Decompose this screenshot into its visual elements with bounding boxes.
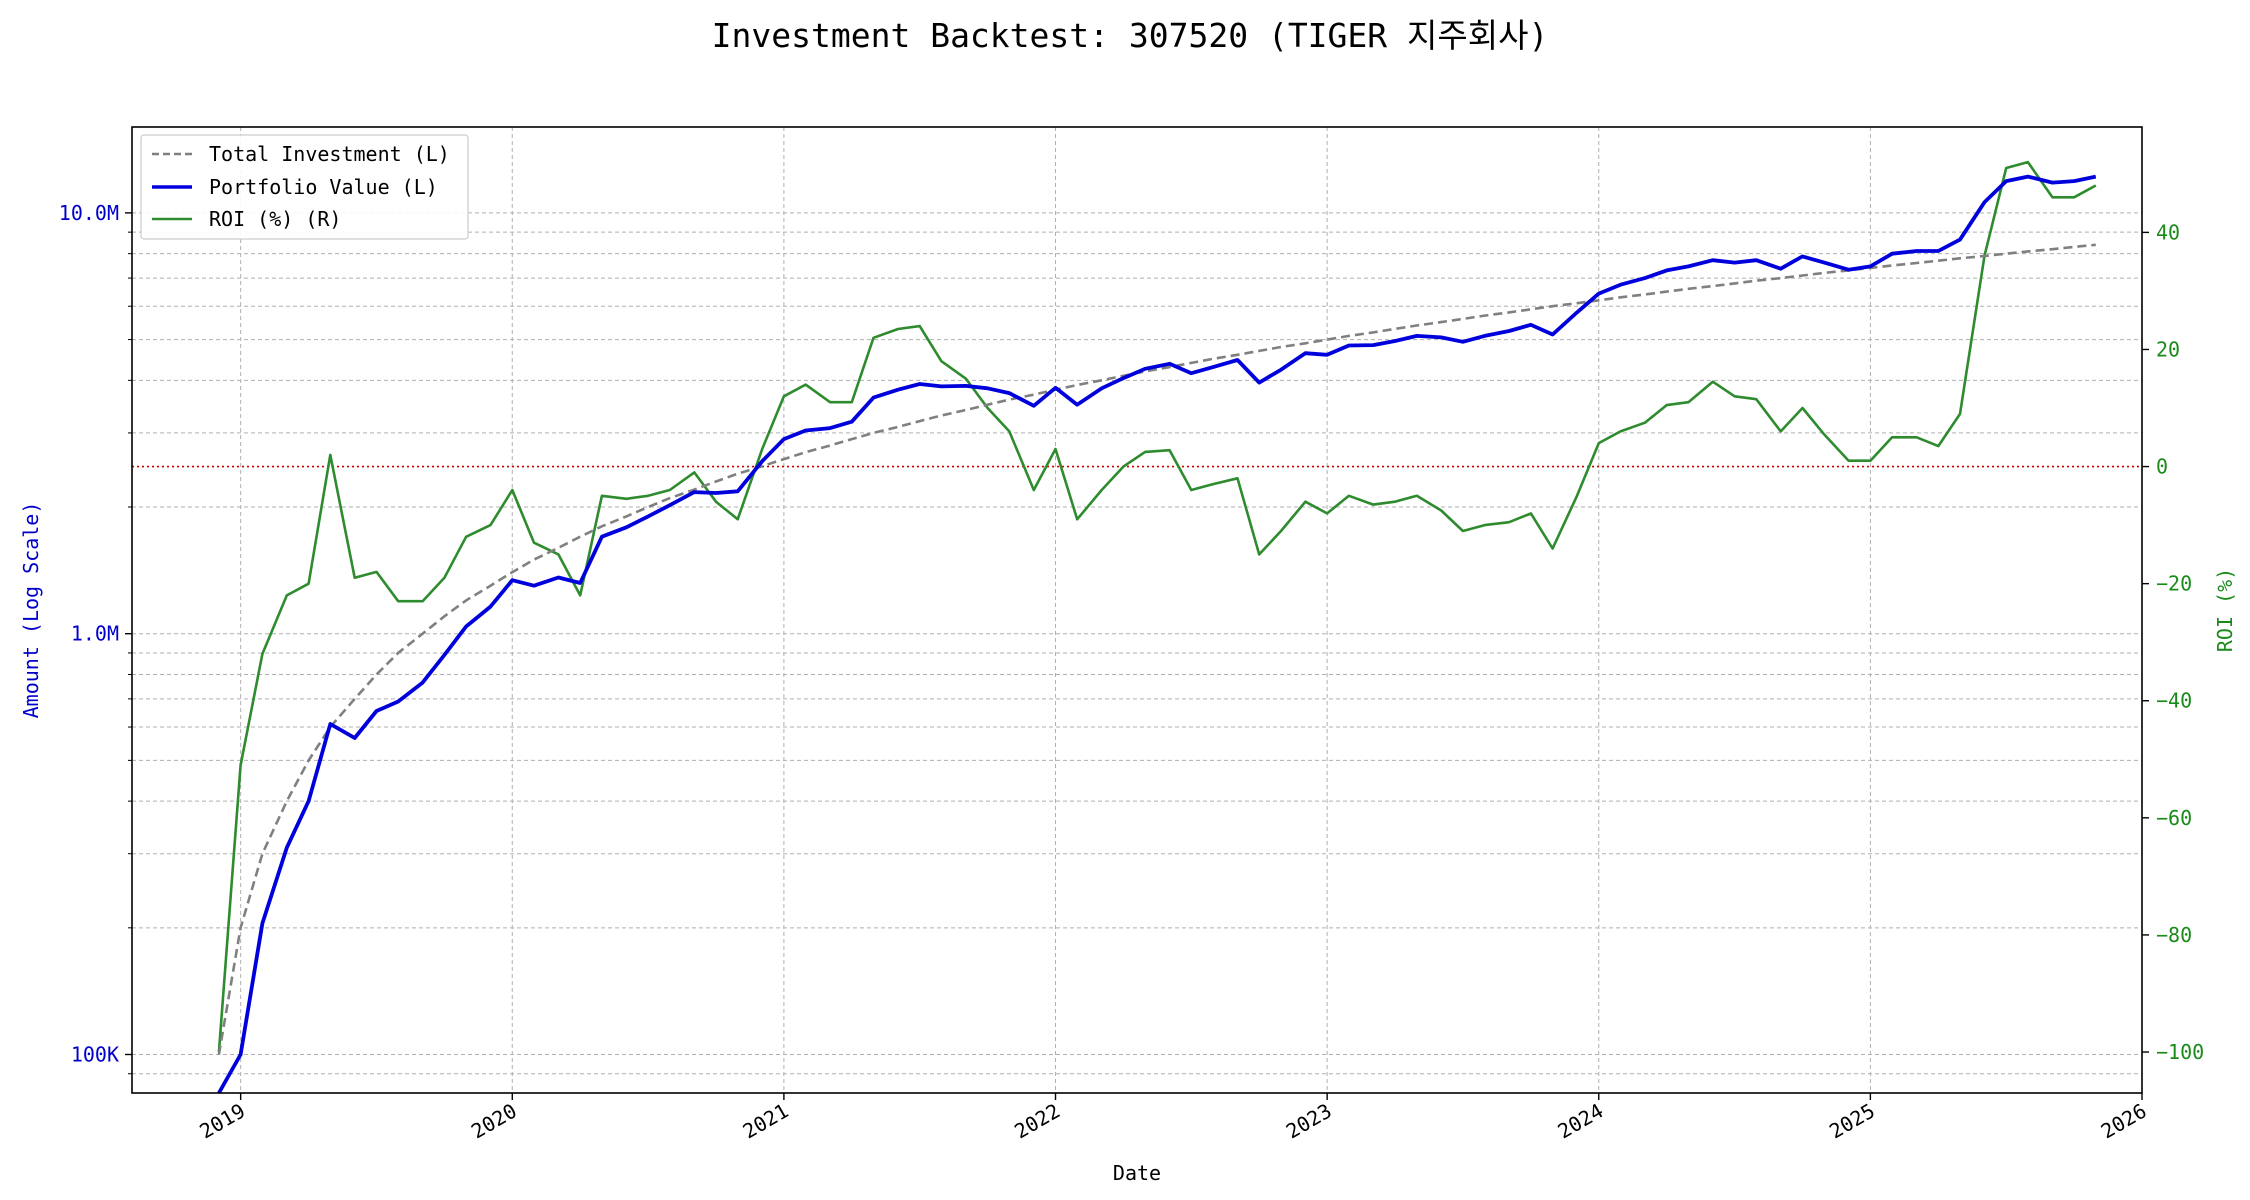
y-right-tick-label: 20 [2156, 337, 2180, 361]
y-axis-right-label: ROI (%) [2213, 568, 2237, 652]
y-left-tick-label: 100K [71, 1042, 119, 1066]
legend-label-investment: Total Investment (L) [209, 142, 450, 166]
y-right-tick-label: −40 [2156, 689, 2192, 713]
y-right-tick-label: −80 [2156, 923, 2192, 947]
grid [132, 127, 2143, 1093]
series-layer [217, 160, 2097, 1094]
y-left-tick-label: 1.0M [71, 622, 119, 646]
legend-frame [140, 134, 469, 240]
y-right-tick-label: −20 [2156, 572, 2192, 596]
legend: Total Investment (L) Portfolio Value (L)… [140, 134, 469, 240]
roi-line [217, 160, 2097, 1053]
plot-frame [131, 126, 2143, 1094]
y-axis-left-label: Amount (Log Scale) [19, 502, 43, 719]
chart-title: Investment Backtest: 307520 (TIGER 지주회사) [712, 16, 1549, 55]
y-left-tick-label: 10.0M [59, 201, 119, 225]
portfolio-value-line [217, 174, 2097, 1094]
y-right-tick-label: 0 [2156, 455, 2168, 479]
x-axis-label: Date [1113, 1161, 1161, 1185]
y-right-tick-label: 40 [2156, 220, 2180, 244]
legend-label-portfolio: Portfolio Value (L) [209, 175, 438, 199]
y-right-tick-label: −100 [2156, 1040, 2204, 1064]
legend-label-roi: ROI (%) (R) [209, 207, 341, 231]
y-right-tick-label: −60 [2156, 806, 2192, 830]
